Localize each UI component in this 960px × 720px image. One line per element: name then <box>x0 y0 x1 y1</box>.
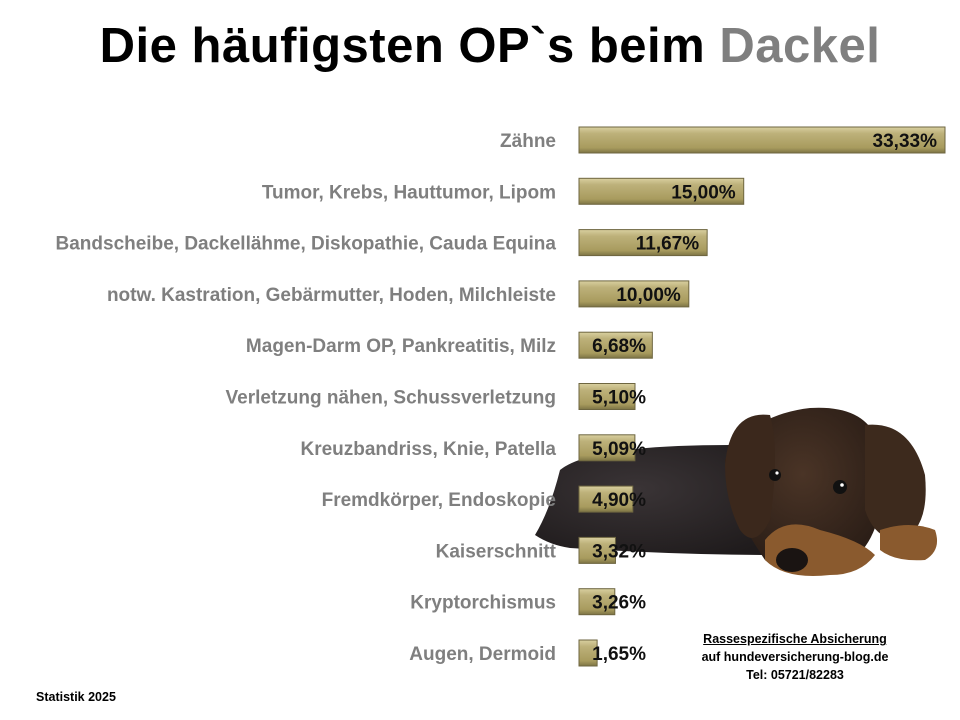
category-label: Tumor, Krebs, Hauttumor, Lipom <box>262 182 556 203</box>
bar <box>578 177 745 205</box>
source-note: Statistik 2025 <box>36 690 116 704</box>
bar <box>578 485 634 513</box>
title-main: Die häufigsten OP`s beim <box>99 19 720 73</box>
bar <box>578 229 708 257</box>
category-label: Kryptorchismus <box>410 593 556 614</box>
bar <box>578 331 653 359</box>
value-label: 3,32% <box>592 541 646 562</box>
value-label: 4,90% <box>592 490 646 511</box>
category-label: Bandscheibe, Dackellähme, Diskopathie, C… <box>56 234 557 255</box>
value-label: 10,00% <box>616 285 681 306</box>
value-label: 11,67% <box>636 234 699 255</box>
value-label: 15,00% <box>671 182 736 203</box>
contact-website: auf hundeversicherung-blog.de <box>701 650 889 664</box>
value-label: 5,09% <box>592 439 646 460</box>
category-label: Zähne <box>500 131 556 152</box>
bar <box>578 126 946 154</box>
category-label: notw. Kastration, Gebärmutter, Hoden, Mi… <box>107 285 556 306</box>
bar <box>578 280 690 308</box>
value-label: 5,10% <box>592 388 646 409</box>
bar <box>578 639 598 667</box>
category-label: Kreuzbandriss, Knie, Patella <box>300 439 556 460</box>
value-label: 3,26% <box>592 593 646 614</box>
contact-block: Rassespezifische Absicherung auf hundeve… <box>680 630 910 684</box>
value-label: 1,65% <box>592 644 646 665</box>
title-accent: Dackel <box>719 19 881 73</box>
bar <box>578 536 616 564</box>
bar <box>578 434 636 462</box>
category-label: Fremdkörper, Endoskopie <box>322 490 556 511</box>
contact-phone: Tel: 05721/82283 <box>746 668 844 682</box>
value-label: 33,33% <box>873 131 938 152</box>
category-label: Augen, Dermoid <box>409 644 556 665</box>
bar <box>578 588 616 616</box>
dachshund-photo <box>535 407 938 576</box>
value-label: 6,68% <box>592 336 646 357</box>
category-label: Kaiserschnitt <box>436 541 557 562</box>
category-label: Magen-Darm OP, Pankreatitis, Milz <box>246 336 556 357</box>
contact-headline: Rassespezifische Absicherung <box>703 632 887 646</box>
category-label: Verletzung nähen, Schussverletzung <box>226 388 556 409</box>
page-title: Die häufigsten OP`s beim Dackel <box>0 18 960 74</box>
bar <box>578 383 636 410</box>
